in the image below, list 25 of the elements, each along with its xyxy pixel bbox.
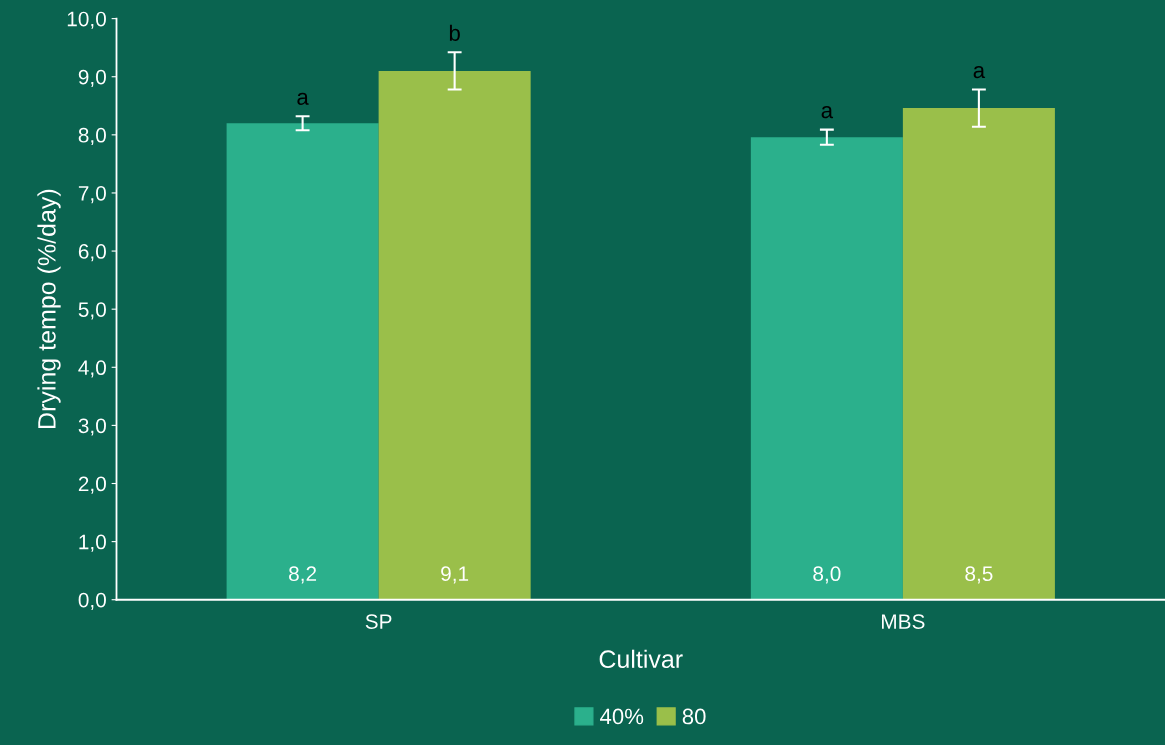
y-tick-label: 0,0 — [78, 592, 106, 610]
data-label: 8,0 — [813, 566, 841, 584]
annotation: b — [449, 24, 460, 41]
y-tick-label: 5,0 — [78, 302, 106, 320]
data-label: 8,5 — [965, 566, 993, 584]
y-tick-label: 1,0 — [79, 534, 106, 552]
y-tick-label: 10,0 — [67, 11, 106, 29]
legend-label: 40% — [600, 708, 644, 725]
x-tick-label: MBS — [882, 614, 925, 629]
y-tick-label: 2,0 — [78, 476, 106, 494]
y-tick-label: 8,0 — [78, 127, 106, 146]
y-tick-label: 3,0 — [78, 418, 106, 436]
y-axis-title: Drying tempo (%/day) — [37, 189, 61, 428]
data-label: 8,2 — [289, 566, 317, 584]
data-label: 9,1 — [441, 566, 469, 584]
legend-label: 80 — [682, 708, 706, 725]
annotation: a — [821, 106, 834, 119]
y-tick-label: 9,0 — [78, 69, 106, 87]
x-tick-label: SP — [365, 614, 392, 629]
x-axis-title: Cultivar — [599, 649, 683, 669]
y-tick-label: 6,0 — [78, 244, 106, 262]
y-tick-label: 4,0 — [78, 360, 106, 378]
annotation: a — [297, 92, 309, 105]
annotation: a — [973, 65, 986, 79]
y-tick-label: 7,0 — [78, 185, 106, 204]
